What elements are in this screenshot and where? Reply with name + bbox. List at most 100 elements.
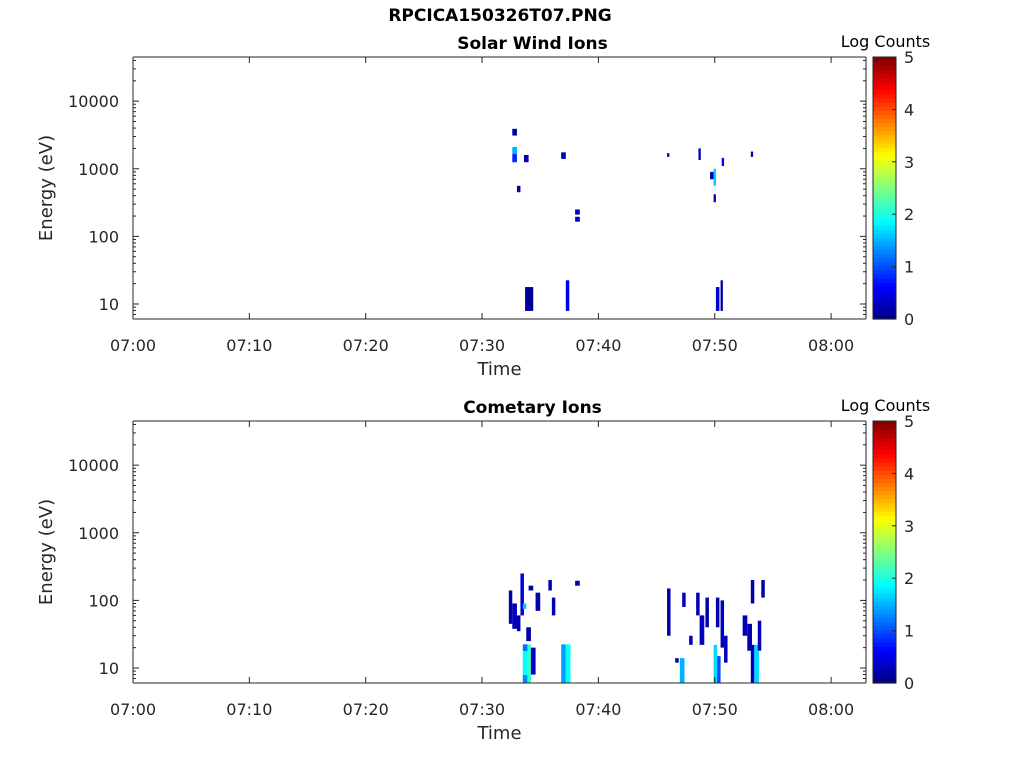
colorbar-segment bbox=[873, 77, 896, 83]
colorbar-segment bbox=[873, 69, 896, 74]
heatmap-cell bbox=[757, 620, 762, 651]
colorbar-segment bbox=[873, 212, 896, 218]
x-axis-label: Time bbox=[476, 723, 521, 744]
colorbar-segment bbox=[873, 490, 896, 496]
colorbar-segment bbox=[873, 65, 896, 70]
x-tick-label: 07:40 bbox=[575, 700, 621, 719]
colorbar-segment bbox=[873, 314, 896, 320]
heatmap-cell bbox=[512, 154, 517, 163]
heatmap-cell bbox=[742, 615, 748, 636]
x-tick-label: 07:50 bbox=[692, 700, 738, 719]
panel-title: Cometary Ions bbox=[463, 398, 602, 418]
colorbar-segment bbox=[873, 650, 896, 655]
colorbar-segment bbox=[873, 646, 896, 651]
colorbar-segment bbox=[873, 470, 896, 475]
colorbar-segment bbox=[873, 171, 896, 177]
colorbar-segment bbox=[873, 502, 896, 508]
heatmap-cell bbox=[525, 287, 534, 311]
heatmap-cell bbox=[720, 600, 725, 648]
panel-cometary-ions: 07:00 07:10 07:20 07:30 07:40 07:50 08:0010100… bbox=[36, 396, 930, 744]
heatmap-cell bbox=[682, 592, 686, 607]
x-tick-label: 07:00 bbox=[110, 336, 156, 355]
heatmap-cell bbox=[675, 658, 679, 663]
heatmap-cell bbox=[575, 209, 580, 215]
colorbar-segment bbox=[873, 122, 896, 128]
colorbar-segment bbox=[873, 85, 896, 91]
x-tick-label: 07:30 bbox=[459, 700, 505, 719]
colorbar-segment bbox=[873, 159, 896, 165]
colorbar-segment bbox=[873, 241, 896, 246]
colorbar-segment bbox=[873, 637, 896, 643]
colorbar-segment bbox=[873, 629, 896, 635]
heatmap-cell bbox=[522, 674, 528, 683]
colorbar-segment bbox=[873, 216, 896, 222]
colorbar-segment bbox=[873, 298, 896, 304]
colorbar-tick-label: 1 bbox=[904, 258, 914, 277]
colorbar-segment bbox=[873, 106, 896, 111]
colorbar-segment bbox=[873, 609, 896, 615]
heatmap-cell bbox=[750, 151, 754, 157]
colorbar-segment bbox=[873, 511, 896, 516]
heatmap-cell bbox=[710, 171, 714, 180]
colorbar-segment bbox=[873, 474, 896, 479]
colorbar-segment bbox=[873, 543, 896, 549]
colorbar-tick-label: 3 bbox=[904, 153, 914, 172]
y-axis-label: Energy (eV) bbox=[36, 135, 57, 241]
colorbar-segment bbox=[873, 294, 896, 300]
heatmap-cell bbox=[551, 597, 556, 616]
colorbar-tick-label: 2 bbox=[904, 205, 914, 224]
colorbar-segment bbox=[873, 568, 896, 574]
colorbar-segment bbox=[873, 592, 896, 598]
colorbar-segment bbox=[873, 670, 896, 676]
colorbar-segment bbox=[873, 625, 896, 631]
y-tick-label: 10 bbox=[99, 295, 119, 314]
colorbar-tick-label: 5 bbox=[904, 412, 914, 431]
heatmap-cell bbox=[699, 615, 705, 645]
colorbar-segment bbox=[873, 441, 896, 447]
colorbar-segment bbox=[873, 547, 896, 553]
colorbar-segment bbox=[873, 253, 896, 259]
heatmap-cell bbox=[522, 603, 527, 609]
colorbar-segment bbox=[873, 486, 896, 492]
colorbar-segment bbox=[873, 200, 896, 205]
heatmap-cell bbox=[527, 644, 531, 683]
heatmap-cell bbox=[516, 185, 521, 193]
colorbar-segment bbox=[873, 89, 896, 95]
colorbar-segment bbox=[873, 175, 896, 181]
colorbar-segment bbox=[873, 114, 896, 120]
colorbar-segment bbox=[873, 228, 896, 234]
colorbar-segment bbox=[873, 163, 896, 169]
colorbar-segment bbox=[873, 118, 896, 124]
heatmap-cell bbox=[528, 585, 534, 591]
colorbar-segment bbox=[873, 142, 896, 148]
heatmap-cell bbox=[698, 148, 701, 160]
colorbar-label: Log Counts bbox=[841, 32, 931, 51]
colorbar-segment bbox=[873, 179, 896, 185]
colorbar-segment bbox=[873, 576, 896, 582]
colorbar-label: Log Counts bbox=[841, 396, 931, 415]
heatmap-cell bbox=[548, 580, 552, 591]
colorbar-segment bbox=[873, 93, 896, 99]
heatmap-cell bbox=[512, 146, 517, 155]
colorbar-segment bbox=[873, 126, 896, 132]
y-tick-label: 1000 bbox=[78, 524, 119, 543]
colorbar-segment bbox=[873, 233, 896, 238]
colorbar-segment bbox=[873, 196, 896, 201]
colorbar-segment bbox=[873, 564, 896, 569]
colorbar-segment bbox=[873, 147, 896, 152]
colorbar-segment bbox=[873, 110, 896, 115]
colorbar-segment bbox=[873, 249, 896, 255]
colorbar-segment bbox=[873, 167, 896, 173]
colorbar-segment bbox=[873, 453, 896, 459]
heatmap-cell bbox=[750, 644, 755, 683]
colorbar-tick-label: 2 bbox=[904, 569, 914, 588]
heatmap-cell bbox=[512, 603, 517, 629]
colorbar-segment bbox=[873, 642, 896, 647]
y-tick-label: 1000 bbox=[78, 160, 119, 179]
y-tick-label: 10000 bbox=[68, 456, 119, 475]
heatmap-cell bbox=[561, 644, 566, 683]
heatmap-cell bbox=[561, 152, 566, 159]
colorbar-segment bbox=[873, 302, 896, 308]
heatmap-cell bbox=[761, 580, 765, 598]
